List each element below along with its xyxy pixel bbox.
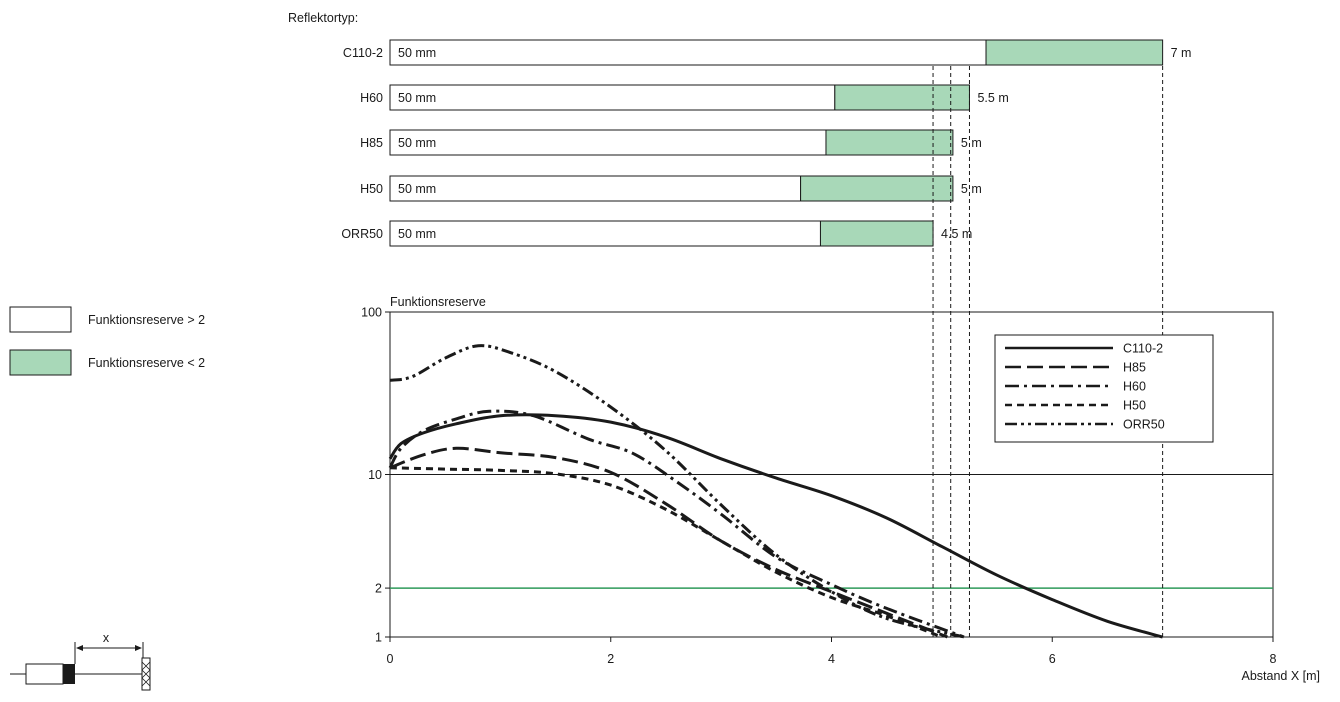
legend-label-c110-2: C110-2 <box>1123 342 1163 356</box>
bar-name-h50: H50 <box>360 182 383 196</box>
series-line-h60 <box>388 409 965 639</box>
y-tick-label: 10 <box>368 468 382 482</box>
legend-box <box>994 334 1214 443</box>
x-tick-label: 8 <box>1270 652 1277 666</box>
diagram-arrow-right <box>135 645 142 651</box>
series-line-h50 <box>389 466 943 639</box>
bar-name-orr50: ORR50 <box>341 227 383 241</box>
bar-above2-orr50 <box>389 220 821 247</box>
bar-below2-h60 <box>834 84 970 111</box>
y-tick-label: 1 <box>375 631 382 645</box>
bar-below2-c110-2 <box>985 39 1164 66</box>
line-chart: Funktionsreserve Abstand X [m] 1 2 10 100 0… <box>361 66 1320 683</box>
bar-chart-heading: Reflektortyp: <box>288 11 358 25</box>
reflector-hatch <box>141 661 151 687</box>
bar-below2-h85 <box>825 129 954 156</box>
sensor-body <box>25 663 64 685</box>
distance-diagram: x <box>10 631 151 691</box>
x-axis-title: Abstand X [m] <box>1241 669 1320 683</box>
bar-name-h85: H85 <box>360 136 383 150</box>
bar-below2-h50 <box>800 175 954 202</box>
bar-offset-label: 50 mm <box>398 46 436 60</box>
bar-offset-label: 50 mm <box>398 136 436 150</box>
x-tick-label: 0 <box>387 652 394 666</box>
x-tick-label: 4 <box>828 652 835 666</box>
legend-box-below2 <box>9 349 72 376</box>
bar-name-c110-2: C110-2 <box>343 46 383 60</box>
bar-offset-label: 50 mm <box>398 182 436 196</box>
bar-range-label-orr50: 4.5 m <box>941 227 972 241</box>
legend-label-above2: Funktionsreserve > 2 <box>88 313 205 327</box>
bar-above2-h50 <box>389 175 802 202</box>
bar-above2-h60 <box>389 84 836 111</box>
legend-label-below2: Funktionsreserve < 2 <box>88 356 205 370</box>
bar-offset-label: 50 mm <box>398 227 436 241</box>
reflector-bar-chart: Reflektortyp: C110-2 50 mm 7 m H60 50 mm 5.5 … <box>288 11 1192 247</box>
series-line-c110-2 <box>388 413 1164 639</box>
bar-range-label-c110-2: 7 m <box>1171 46 1192 60</box>
bar-range-label-h85: 5 m <box>961 136 982 150</box>
x-tick-label: 6 <box>1049 652 1056 666</box>
bar-above2-c110-2 <box>389 39 987 66</box>
x-tick-label: 2 <box>607 652 614 666</box>
y-tick-label: 2 <box>375 582 382 596</box>
legend-label-h60: H60 <box>1123 380 1146 394</box>
bar-offset-label: 50 mm <box>398 91 436 105</box>
legend-label-h50: H50 <box>1123 399 1146 413</box>
diagram-x-label: x <box>103 631 110 645</box>
sensor-lens <box>63 664 75 684</box>
bar-range-label-h50: 5 m <box>961 182 982 196</box>
legend-box-above2 <box>9 306 72 333</box>
bar-above2-h85 <box>389 129 827 156</box>
bar-name-h60: H60 <box>360 91 383 105</box>
y-axis-title: Funktionsreserve <box>390 295 486 309</box>
bar-below2-orr50 <box>819 220 934 247</box>
reserve-legend: Funktionsreserve > 2 Funktionsreserve < … <box>9 306 205 376</box>
series-line-orr50 <box>389 344 965 639</box>
legend-label-h85: H85 <box>1123 361 1146 375</box>
y-tick-label: 100 <box>361 306 382 320</box>
diagram-arrow-left <box>76 645 83 651</box>
legend-label-orr50: ORR50 <box>1123 418 1165 432</box>
bar-range-label-h60: 5.5 m <box>977 91 1008 105</box>
